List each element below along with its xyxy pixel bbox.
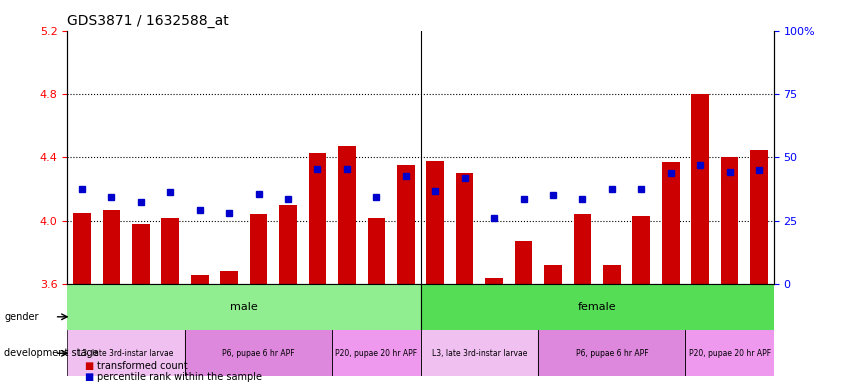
- Bar: [538, 330, 685, 376]
- Text: male: male: [230, 302, 257, 312]
- Text: P20, pupae 20 hr APF: P20, pupae 20 hr APF: [689, 349, 770, 358]
- Bar: [309, 153, 326, 284]
- Text: development stage: development stage: [4, 348, 99, 358]
- Bar: [332, 330, 420, 376]
- Bar: [132, 224, 150, 284]
- Bar: [279, 205, 297, 284]
- Bar: [544, 265, 562, 284]
- Text: transformed count: transformed count: [97, 361, 188, 371]
- Text: P6, pupae 6 hr APF: P6, pupae 6 hr APF: [575, 349, 648, 358]
- Text: gender: gender: [4, 312, 39, 322]
- Text: ■: ■: [84, 372, 93, 382]
- Bar: [420, 284, 774, 330]
- Bar: [750, 149, 768, 284]
- Bar: [691, 94, 709, 284]
- Bar: [191, 275, 209, 284]
- Bar: [67, 284, 420, 330]
- Bar: [426, 161, 444, 284]
- Bar: [456, 173, 473, 284]
- Text: GDS3871 / 1632588_at: GDS3871 / 1632588_at: [67, 14, 229, 28]
- Bar: [250, 214, 267, 284]
- Text: L3, late 3rd-instar larvae: L3, late 3rd-instar larvae: [78, 349, 174, 358]
- Bar: [338, 146, 356, 284]
- Text: female: female: [578, 302, 616, 312]
- Text: percentile rank within the sample: percentile rank within the sample: [97, 372, 262, 382]
- Bar: [185, 330, 332, 376]
- Text: P20, pupae 20 hr APF: P20, pupae 20 hr APF: [336, 349, 417, 358]
- Bar: [685, 330, 774, 376]
- Bar: [420, 330, 538, 376]
- Bar: [485, 278, 503, 284]
- Bar: [397, 166, 415, 284]
- Bar: [632, 216, 650, 284]
- Bar: [220, 271, 238, 284]
- Bar: [721, 157, 738, 284]
- Text: P6, pupae 6 hr APF: P6, pupae 6 hr APF: [222, 349, 295, 358]
- Bar: [73, 213, 91, 284]
- Bar: [574, 214, 591, 284]
- Bar: [515, 242, 532, 284]
- Text: L3, late 3rd-instar larvae: L3, late 3rd-instar larvae: [431, 349, 527, 358]
- Bar: [368, 218, 385, 284]
- Bar: [662, 162, 680, 284]
- Bar: [603, 265, 621, 284]
- Bar: [103, 210, 120, 284]
- Bar: [161, 218, 179, 284]
- Bar: [67, 330, 185, 376]
- Text: ■: ■: [84, 361, 93, 371]
